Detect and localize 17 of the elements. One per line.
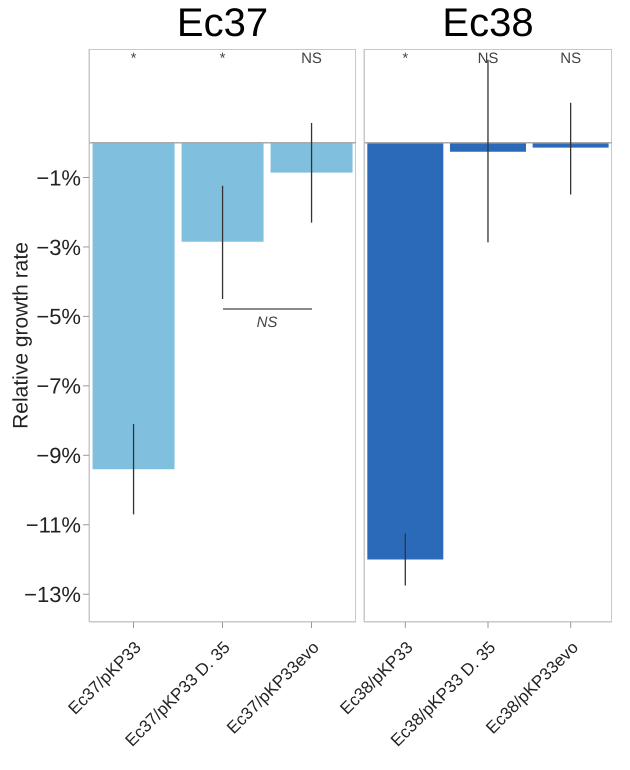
- y-tick-label: −1%: [36, 165, 81, 190]
- y-tick-label: −13%: [24, 582, 81, 608]
- y-tick-label: −3%: [36, 234, 81, 260]
- chart-title: Ec37: [176, 0, 270, 46]
- annotation: NS: [560, 50, 582, 67]
- y-tick-label: −9%: [36, 443, 81, 468]
- y-tick-label: −7%: [36, 374, 81, 399]
- annotation: *: [220, 50, 226, 67]
- annotation: NS: [256, 314, 278, 331]
- annotation: NS: [301, 50, 322, 67]
- y-tick-label: −11%: [26, 512, 81, 538]
- y-tick-label: −5%: [36, 304, 81, 330]
- y-axis-title: Relative growth rate: [9, 242, 32, 429]
- chart-title: Ec38: [441, 0, 535, 46]
- annotation: *: [130, 50, 136, 67]
- annotation: NS: [478, 50, 498, 67]
- annotation: *: [402, 50, 408, 67]
